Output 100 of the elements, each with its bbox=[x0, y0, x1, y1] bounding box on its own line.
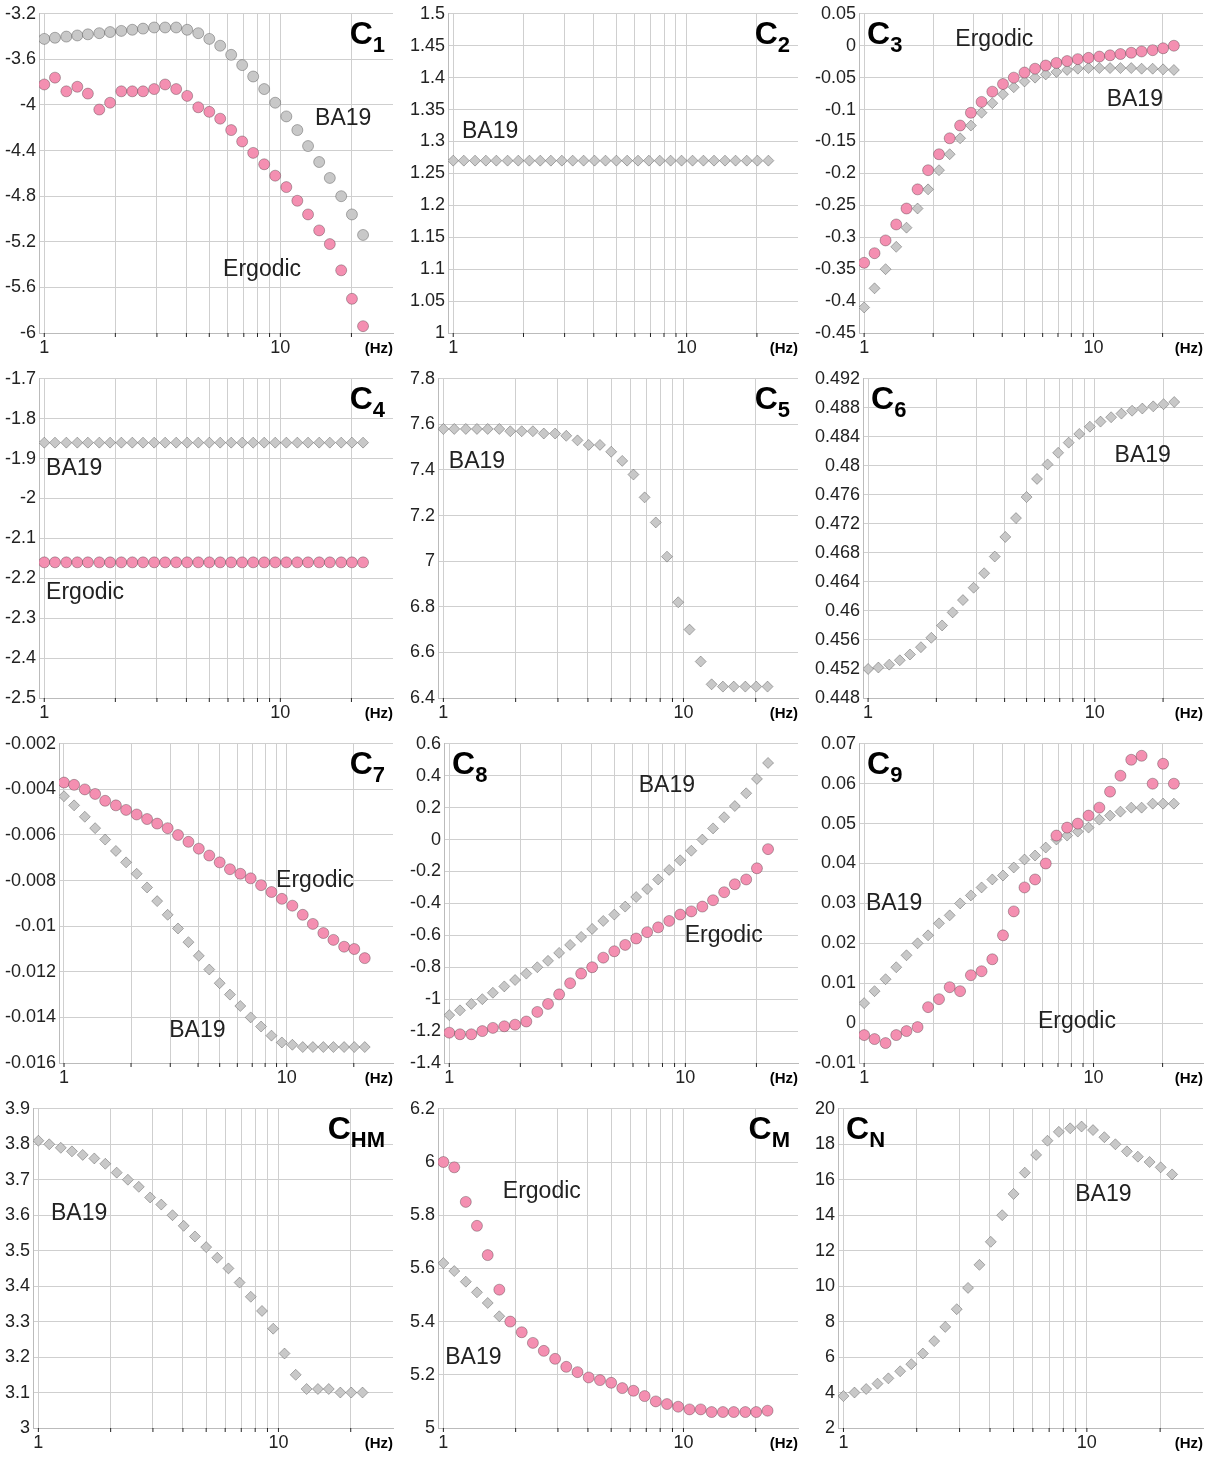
point bbox=[1098, 1131, 1111, 1144]
point bbox=[172, 922, 184, 935]
y-tick-label: -0.01 bbox=[815, 1051, 857, 1072]
point bbox=[872, 661, 885, 674]
point bbox=[922, 164, 934, 177]
point bbox=[280, 110, 293, 123]
point bbox=[296, 908, 309, 921]
y-tick-label: 0.02 bbox=[820, 932, 857, 953]
series-label: Ergodic bbox=[276, 866, 355, 893]
y-tick-label: -0.01 bbox=[15, 915, 57, 936]
x-axis-title: (Hz) bbox=[1174, 1068, 1203, 1086]
point bbox=[1029, 62, 1041, 75]
point bbox=[696, 833, 709, 846]
point bbox=[269, 96, 282, 109]
point bbox=[999, 531, 1012, 543]
point bbox=[531, 961, 544, 974]
point bbox=[286, 1038, 299, 1051]
point bbox=[520, 967, 533, 980]
y-tick-label: 3.1 bbox=[4, 1381, 31, 1402]
point bbox=[537, 1344, 550, 1357]
point bbox=[707, 822, 719, 835]
point bbox=[192, 949, 205, 962]
point bbox=[638, 1390, 651, 1402]
point bbox=[879, 234, 892, 247]
point bbox=[161, 822, 174, 835]
point bbox=[306, 1041, 319, 1053]
y-tick-label: 3 bbox=[20, 1416, 31, 1437]
point bbox=[605, 1376, 618, 1389]
point bbox=[527, 1336, 539, 1349]
series-label: Ergodic bbox=[955, 24, 1034, 51]
y-tick-label: -6 bbox=[20, 321, 37, 342]
y-tick-label: -0.4 bbox=[409, 892, 442, 913]
point bbox=[1166, 1168, 1179, 1181]
point bbox=[890, 961, 903, 974]
y-tick-label: -0.8 bbox=[409, 956, 442, 977]
point bbox=[438, 423, 450, 435]
point bbox=[115, 25, 128, 37]
y-tick-label: -1.7 bbox=[4, 367, 37, 388]
point bbox=[1104, 785, 1116, 798]
point bbox=[170, 83, 183, 95]
point bbox=[155, 1198, 168, 1211]
x-tick-label: 10 bbox=[270, 701, 291, 722]
y-tick-label: -3.6 bbox=[4, 48, 37, 69]
point bbox=[1082, 809, 1095, 822]
point bbox=[705, 678, 718, 691]
point bbox=[1071, 817, 1084, 830]
point bbox=[954, 132, 966, 145]
point bbox=[965, 889, 977, 902]
y-tick-label: -0.35 bbox=[815, 258, 857, 279]
series-label: BA19 bbox=[448, 447, 506, 474]
point bbox=[879, 263, 892, 276]
y-tick-label: -1.9 bbox=[4, 447, 37, 468]
point bbox=[225, 124, 238, 136]
point bbox=[900, 202, 913, 215]
point bbox=[649, 1395, 662, 1408]
point bbox=[509, 974, 521, 986]
point bbox=[151, 817, 164, 830]
point bbox=[357, 229, 369, 241]
point bbox=[322, 1383, 335, 1395]
point bbox=[762, 843, 774, 856]
point bbox=[1039, 841, 1052, 854]
x-tick-label: 10 bbox=[1076, 1431, 1097, 1452]
point bbox=[448, 1265, 461, 1277]
point bbox=[203, 849, 216, 862]
point bbox=[504, 425, 517, 438]
point bbox=[975, 881, 988, 894]
y-tick-label: 0.472 bbox=[815, 512, 861, 533]
y-tick-label: 0.6 bbox=[415, 732, 442, 753]
point bbox=[244, 872, 257, 885]
y-tick-label: 0.468 bbox=[815, 541, 861, 562]
point bbox=[1154, 1161, 1167, 1174]
y-tick-label: 5.4 bbox=[409, 1310, 436, 1331]
point bbox=[619, 939, 632, 951]
point bbox=[616, 1382, 629, 1394]
y-tick-label: 0.484 bbox=[815, 425, 861, 446]
point bbox=[1168, 396, 1181, 408]
point bbox=[1093, 62, 1106, 74]
y-tick-label: -0.05 bbox=[815, 66, 857, 87]
point bbox=[997, 78, 1009, 90]
x-tick-label: 10 bbox=[268, 1431, 289, 1452]
point bbox=[939, 1321, 952, 1333]
point bbox=[265, 886, 278, 898]
x-axis-title: (Hz) bbox=[364, 338, 393, 356]
point bbox=[181, 89, 194, 102]
point bbox=[110, 845, 122, 857]
y-tick-label: 0.05 bbox=[820, 2, 857, 23]
x-tick-label: 10 bbox=[673, 701, 694, 722]
point bbox=[317, 927, 330, 939]
point bbox=[68, 778, 80, 791]
y-tick-label: -0.002 bbox=[4, 732, 57, 753]
point bbox=[1167, 777, 1180, 790]
point bbox=[346, 208, 358, 221]
point bbox=[1029, 873, 1041, 886]
point bbox=[1126, 404, 1138, 417]
point bbox=[922, 183, 934, 196]
y-tick-label: -0.2 bbox=[825, 162, 857, 183]
point bbox=[459, 1196, 472, 1208]
point bbox=[203, 963, 216, 976]
point bbox=[302, 140, 314, 152]
series-label: BA19 bbox=[46, 453, 103, 480]
